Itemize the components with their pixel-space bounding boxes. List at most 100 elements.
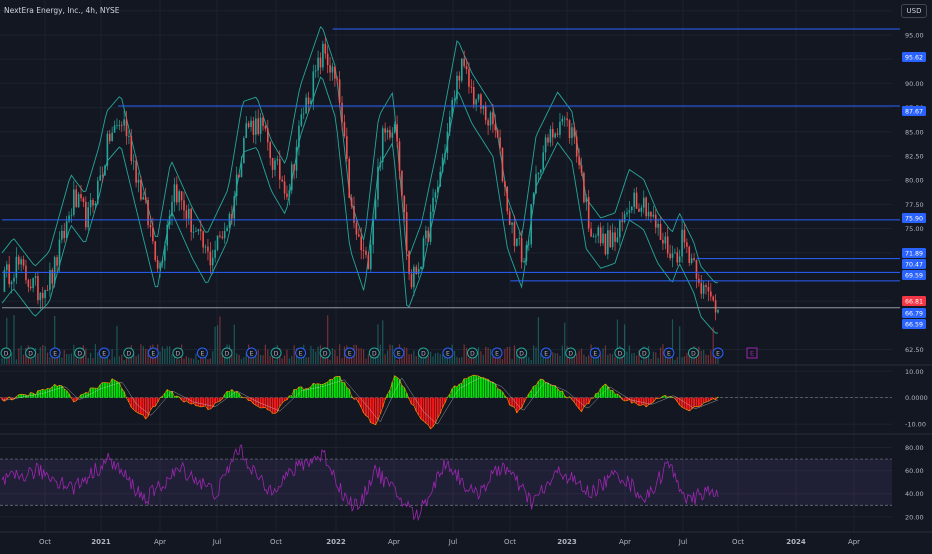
volume-bar: [614, 357, 615, 364]
macd-bar: [317, 384, 319, 398]
candle-body: [538, 173, 540, 174]
volume-bar: [705, 355, 706, 364]
price-badge-label: 66.79: [905, 311, 923, 318]
candle-body: [571, 127, 573, 138]
volume-bar: [250, 358, 251, 364]
candle-body: [291, 164, 293, 190]
volume-bar: [674, 360, 675, 364]
candle-body: [238, 175, 240, 177]
volume-bar: [456, 357, 457, 364]
candle-body: [607, 230, 609, 254]
macd-bar: [499, 390, 501, 398]
upcoming-earnings-marker: E: [747, 348, 757, 358]
macd-bar: [427, 398, 429, 425]
event-label: E: [201, 351, 205, 358]
candle-body: [564, 119, 566, 120]
volume-bar: [559, 356, 560, 364]
volume-bar: [442, 354, 443, 364]
candle-body: [236, 175, 238, 196]
candle-body: [346, 136, 348, 159]
candle-body: [387, 130, 389, 133]
candle-body: [332, 67, 334, 73]
volume-bar: [47, 353, 48, 364]
candle-body: [418, 269, 420, 274]
macd-bar: [494, 384, 496, 398]
volume-bar: [511, 359, 512, 364]
macd-bar: [142, 398, 144, 415]
macd-bar: [363, 398, 365, 413]
event-label: E: [53, 351, 57, 358]
candle-body: [85, 202, 87, 227]
candle-body: [456, 76, 458, 99]
macd-bar: [267, 398, 269, 410]
macd-bar: [83, 394, 85, 398]
volume-bar: [73, 345, 74, 364]
candle-body: [54, 257, 56, 283]
volume-bar: [313, 349, 314, 364]
candle-body: [423, 238, 425, 267]
candle-body: [128, 136, 130, 137]
event-label: D: [225, 351, 230, 358]
volume-bar: [207, 359, 208, 364]
event-label: E: [446, 351, 450, 358]
macd-bar: [487, 379, 489, 397]
macd-bar: [468, 377, 470, 398]
candle-body: [665, 236, 667, 243]
candle-body: [140, 180, 142, 200]
candle-body: [449, 117, 451, 132]
macd-bar: [423, 398, 425, 421]
macd-bar: [602, 386, 604, 398]
candle-body: [451, 100, 453, 117]
volume-bar: [308, 357, 309, 364]
event-label: D: [642, 351, 647, 358]
candle-body: [643, 198, 645, 208]
candle-body: [90, 200, 92, 207]
candle-body: [186, 210, 188, 218]
volume-bar: [588, 355, 589, 364]
volume-bar: [387, 351, 388, 364]
macd-bar: [231, 390, 233, 398]
candle-body: [277, 159, 279, 160]
candle-body: [123, 119, 125, 125]
event-label: D: [4, 351, 9, 358]
volume-bar: [432, 356, 433, 364]
candle-body: [471, 87, 473, 88]
y-tick-label: 40.00: [905, 490, 924, 498]
symbol-title[interactable]: NextEra Energy, Inc., 4h, NYSE: [4, 6, 120, 15]
candle-body: [602, 234, 604, 243]
candle-body: [229, 214, 231, 228]
candle-body: [621, 220, 623, 222]
volume-bar: [660, 347, 661, 364]
macd-bar: [696, 398, 698, 407]
volume-bar: [291, 356, 292, 364]
candle-body: [4, 270, 6, 292]
candle-body: [688, 247, 690, 263]
volume-bar: [677, 357, 678, 364]
candle-body: [166, 225, 168, 246]
macd-bar: [195, 398, 197, 406]
event-label: D: [470, 351, 475, 358]
candle-body: [243, 138, 245, 163]
candle-body: [506, 187, 508, 212]
volume-bar: [258, 350, 259, 364]
candle-body: [329, 65, 331, 72]
macd-bar: [547, 383, 549, 398]
candle-body: [75, 190, 77, 208]
event-label: E: [102, 351, 106, 358]
macd-bar: [688, 398, 690, 411]
volume-bar: [136, 356, 137, 364]
dividend-marker: D: [124, 348, 134, 358]
candle-body: [411, 274, 413, 287]
volume-bar: [210, 359, 211, 364]
candle-body: [181, 191, 183, 200]
macd-bar: [193, 398, 195, 404]
candle-body: [703, 285, 705, 294]
currency-button[interactable]: USD: [901, 4, 927, 18]
candle-body: [406, 212, 408, 251]
volume-bar: [217, 325, 218, 364]
candle-body: [150, 225, 152, 227]
candle-body: [37, 276, 39, 300]
macd-bar: [121, 389, 123, 398]
candle-body: [8, 264, 10, 284]
